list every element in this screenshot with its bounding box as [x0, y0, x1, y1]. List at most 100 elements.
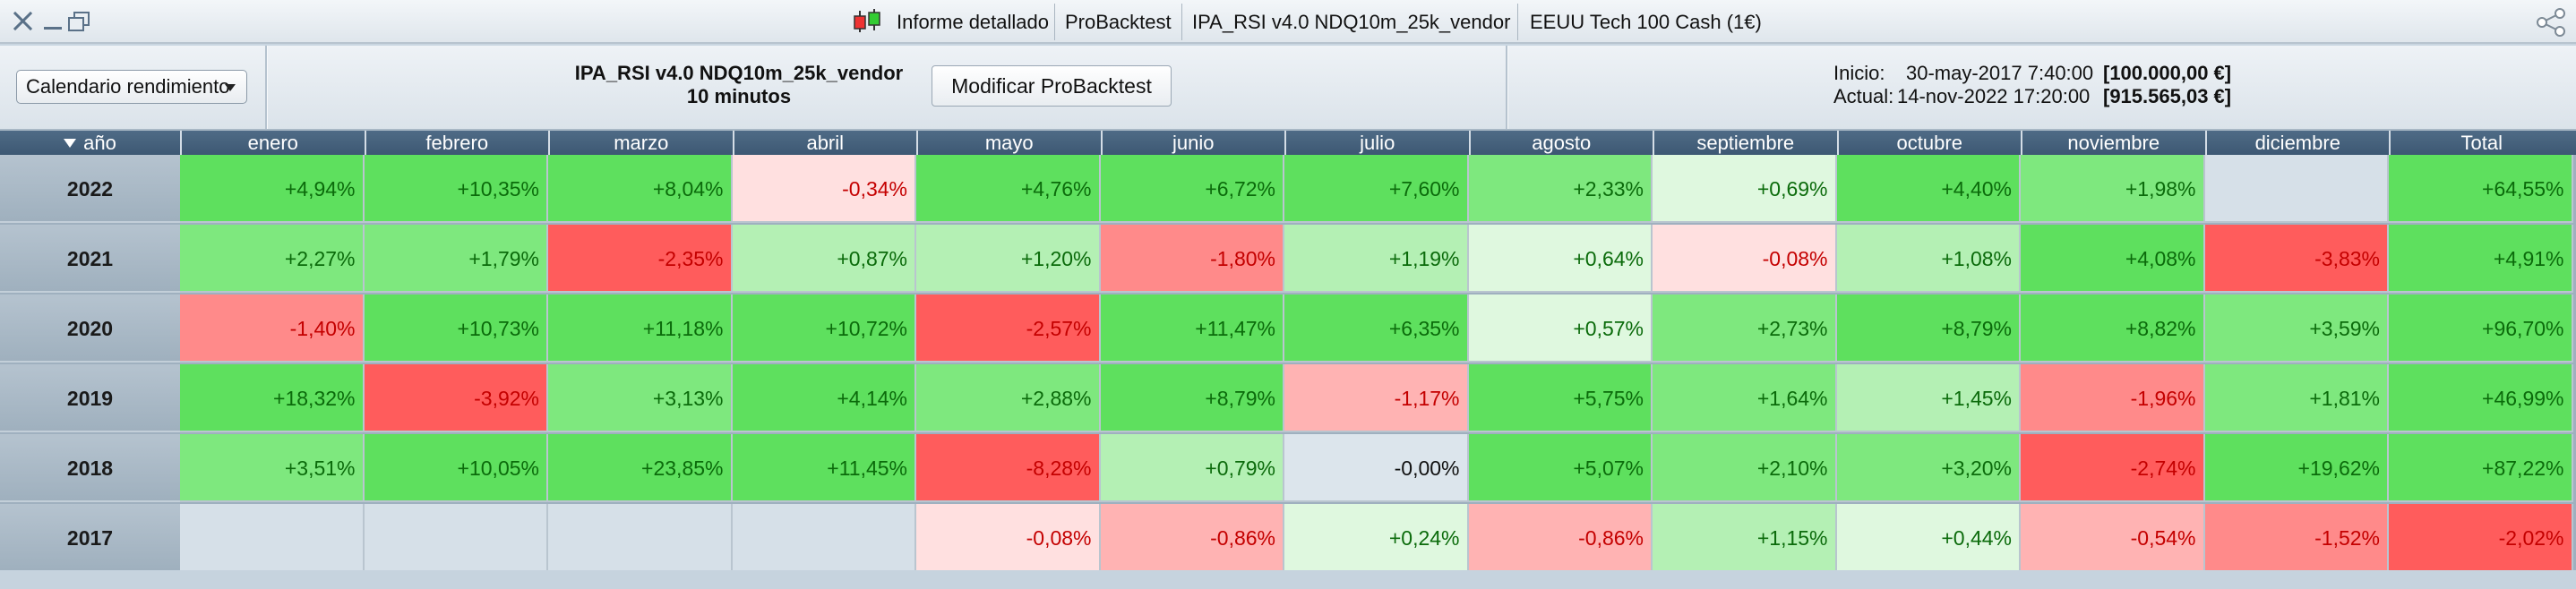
close-icon[interactable] — [9, 7, 36, 34]
current-date: 14-nov-2022 17:20:00 — [1897, 85, 2091, 107]
total-return-cell: +64,55% — [2389, 155, 2573, 223]
month-return-cell: +1,45% — [1836, 364, 2021, 432]
month-return-cell: +1,79% — [364, 225, 548, 293]
current-label: Actual: — [1833, 85, 1894, 107]
column-header-month[interactable]: noviembre — [2021, 131, 2205, 155]
month-return-cell: +8,79% — [1836, 294, 2021, 363]
column-header-month[interactable]: julio — [1284, 131, 1469, 155]
month-return-cell: +6,35% — [1284, 294, 1469, 363]
month-return-cell: +3,51% — [180, 434, 365, 502]
column-header-month[interactable]: octubre — [1836, 131, 2022, 155]
row-year-label: 2022 — [0, 155, 180, 223]
month-return-cell: +10,73% — [364, 294, 548, 363]
share-icon[interactable] — [2533, 7, 2569, 38]
column-header-month[interactable]: abril — [732, 131, 917, 155]
timeframe: 10 minutos — [686, 85, 792, 107]
month-return-cell: +8,79% — [1100, 364, 1284, 432]
month-return-cell: +10,05% — [364, 434, 548, 502]
month-return-cell: +18,32% — [180, 364, 365, 432]
column-header-month[interactable]: marzo — [548, 131, 733, 155]
column-header-month[interactable]: junio — [1100, 131, 1285, 155]
month-return-cell: +0,87% — [732, 225, 916, 293]
month-return-cell: +0,64% — [1468, 225, 1653, 293]
month-return-cell: +1,19% — [1284, 225, 1469, 293]
performance-calendar-table: año enero febrero marzo abril mayo junio julio a… — [0, 131, 2576, 589]
calendar-select[interactable]: Calendario rendimiento — [16, 70, 247, 104]
month-return-cell: -2,35% — [548, 225, 733, 293]
probacktest-label[interactable]: ProBacktest — [1065, 11, 1172, 33]
month-return-cell: +2,33% — [1468, 155, 1653, 223]
month-return-cell: +11,18% — [548, 294, 733, 363]
month-return-cell: +1,81% — [2204, 364, 2389, 432]
strategy-tab-label[interactable]: IPA_RSI v4.0 NDQ10m_25k_vendor — [1192, 11, 1511, 33]
current-capital: [915.565,03 €] — [2103, 85, 2232, 107]
month-return-cell: -0,00% — [1284, 434, 1469, 502]
column-header-label: año — [83, 132, 116, 154]
start-capital: [100.000,00 €] — [2103, 62, 2232, 84]
month-return-cell: +4,94% — [180, 155, 365, 223]
total-return-cell: +46,99% — [2389, 364, 2573, 432]
month-return-cell — [180, 504, 365, 572]
row-year-label: 2020 — [0, 294, 180, 363]
total-return-cell: +4,91% — [2389, 225, 2573, 293]
column-header-year[interactable]: año — [0, 131, 180, 155]
row-year-label: 2018 — [0, 434, 180, 502]
month-return-cell: +4,14% — [732, 364, 916, 432]
month-return-cell: -0,86% — [1468, 504, 1653, 572]
total-return-cell: +87,22% — [2389, 434, 2573, 502]
modify-probacktest-button[interactable]: Modificar ProBacktest — [932, 65, 1172, 107]
month-return-cell: +4,08% — [2021, 225, 2205, 293]
month-return-cell — [548, 504, 733, 572]
month-return-cell: +8,04% — [548, 155, 733, 223]
month-return-cell: -1,52% — [2204, 504, 2389, 572]
month-return-cell: +2,88% — [916, 364, 1101, 432]
month-return-cell: +11,47% — [1100, 294, 1284, 363]
month-return-cell: +1,98% — [2021, 155, 2205, 223]
minimize-icon[interactable] — [41, 7, 68, 34]
month-return-cell: +23,85% — [548, 434, 733, 502]
row-year-label: 2021 — [0, 225, 180, 293]
report-label[interactable]: Informe detallado — [897, 11, 1049, 33]
month-return-cell: -0,86% — [1100, 504, 1284, 572]
column-header-month[interactable]: enero — [180, 131, 365, 155]
restore-icon[interactable] — [66, 7, 93, 34]
month-return-cell: -0,34% — [732, 155, 916, 223]
month-return-cell: +10,35% — [364, 155, 548, 223]
column-header-total[interactable]: Total — [2389, 131, 2573, 155]
month-return-cell: +1,20% — [916, 225, 1101, 293]
column-header-month[interactable]: diciembre — [2204, 131, 2390, 155]
divider — [265, 46, 267, 129]
month-return-cell: -1,80% — [1100, 225, 1284, 293]
month-return-cell: +3,13% — [548, 364, 733, 432]
row-year-label: 2019 — [0, 364, 180, 432]
month-return-cell: -1,96% — [2021, 364, 2205, 432]
month-return-cell: -8,28% — [916, 434, 1101, 502]
month-return-cell: +2,73% — [1653, 294, 1837, 363]
month-return-cell: +6,72% — [1100, 155, 1284, 223]
column-header-month[interactable]: febrero — [364, 131, 549, 155]
month-return-cell: +3,20% — [1836, 434, 2021, 502]
chevron-down-icon — [225, 84, 236, 91]
month-return-cell: +2,27% — [180, 225, 365, 293]
instrument-label[interactable]: EEUU Tech 100 Cash (1€) — [1530, 11, 1762, 33]
month-return-cell: +0,69% — [1653, 155, 1837, 223]
month-return-cell: +5,75% — [1468, 364, 1653, 432]
month-return-cell — [732, 504, 916, 572]
month-return-cell: +10,72% — [732, 294, 916, 363]
month-return-cell: +8,82% — [2021, 294, 2205, 363]
column-header-month[interactable]: agosto — [1468, 131, 1653, 155]
divider — [1506, 46, 1507, 129]
month-return-cell: +7,60% — [1284, 155, 1469, 223]
month-return-cell: +2,10% — [1653, 434, 1837, 502]
column-header-month[interactable]: septiembre — [1653, 131, 1837, 155]
table-footer-strip — [0, 570, 2576, 589]
month-return-cell: -2,57% — [916, 294, 1101, 363]
column-header-month[interactable]: mayo — [916, 131, 1101, 155]
month-return-cell: +19,62% — [2204, 434, 2389, 502]
month-return-cell: +5,07% — [1468, 434, 1653, 502]
month-return-cell: +3,59% — [2204, 294, 2389, 363]
month-return-cell: +11,45% — [732, 434, 916, 502]
candlestick-chart-icon — [854, 9, 880, 32]
month-return-cell: -0,54% — [2021, 504, 2205, 572]
start-label: Inicio: — [1833, 62, 1885, 84]
